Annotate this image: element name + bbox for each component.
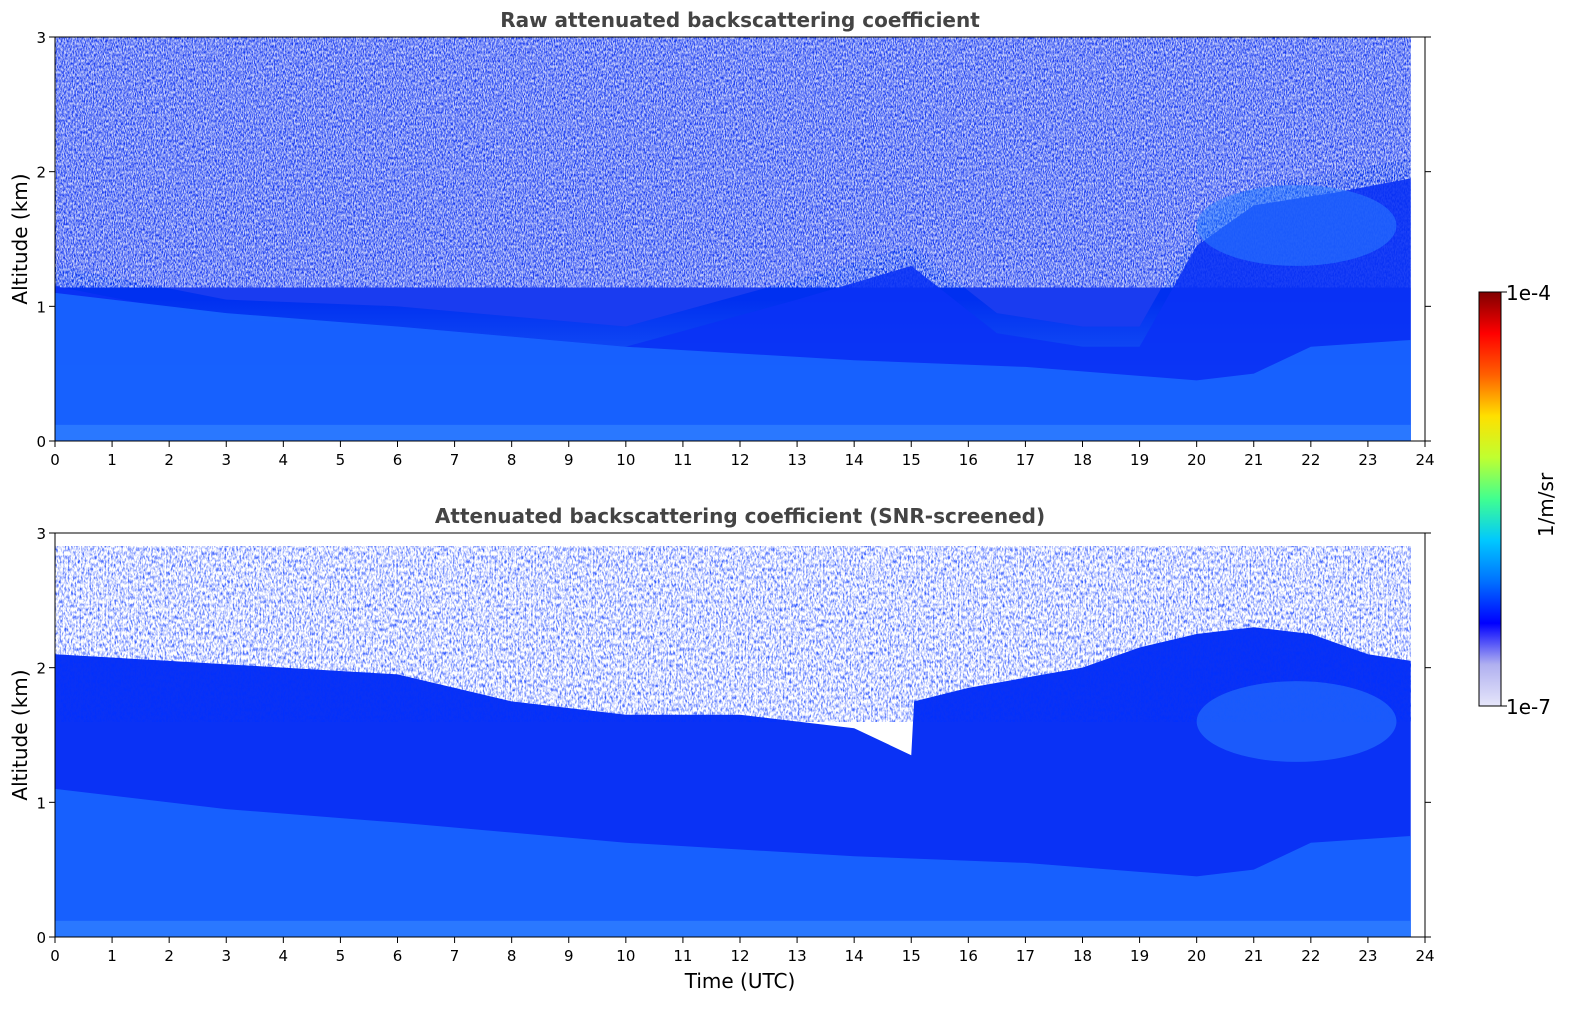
edge-speckle	[55, 546, 1411, 722]
x-tick-label: 14	[845, 451, 864, 469]
x-tick-label: 8	[507, 947, 517, 965]
x-tick-label: 16	[959, 451, 978, 469]
x-tick-label: 1	[107, 947, 117, 965]
boundary-layer	[55, 788, 1411, 937]
x-tick-label: 10	[616, 947, 635, 965]
x-tick-label: 15	[902, 451, 921, 469]
x-tick-label: 23	[1358, 451, 1377, 469]
y-tick-label: 3	[36, 525, 46, 543]
y-tick-label: 3	[36, 29, 46, 47]
x-tick-label: 7	[450, 451, 460, 469]
x-tick-label: 13	[788, 947, 807, 965]
x-tick-label: 23	[1358, 947, 1377, 965]
x-tick-label: 7	[450, 947, 460, 965]
x-tick-label: 1	[107, 451, 117, 469]
colorbar: 1e-4 1e-7 1/m/sr	[1478, 281, 1558, 719]
x-tick-label: 15	[902, 947, 921, 965]
x-tick-label: 16	[959, 947, 978, 965]
y-tick-label: 1	[36, 794, 46, 812]
x-tick-label: 10	[616, 451, 635, 469]
screened-y-axis-label: Altitude (km)	[8, 669, 32, 800]
x-tick-label: 9	[564, 451, 574, 469]
x-tick-label: 17	[1016, 451, 1035, 469]
x-tick-label: 21	[1244, 947, 1263, 965]
x-tick-label: 2	[164, 947, 174, 965]
x-tick-label: 19	[1130, 947, 1149, 965]
x-tick-label: 11	[673, 451, 692, 469]
colorbar-min-label: 1e-7	[1506, 695, 1551, 719]
x-tick-label: 21	[1244, 451, 1263, 469]
surface-band	[55, 920, 1411, 937]
noise-speckle	[55, 37, 1411, 288]
x-tick-label: 14	[845, 947, 864, 965]
x-tick-label: 20	[1187, 947, 1206, 965]
x-tick-label: 18	[1073, 947, 1092, 965]
x-axis-label: Time (UTC)	[684, 969, 796, 993]
x-tick-label: 9	[564, 947, 574, 965]
y-tick-label: 0	[36, 433, 46, 451]
colorbar-unit-label: 1/m/sr	[1534, 472, 1558, 537]
raw-panel-title: Raw attenuated backscattering coefficien…	[500, 8, 980, 32]
x-tick-label: 22	[1301, 947, 1320, 965]
x-tick-label: 17	[1016, 947, 1035, 965]
x-tick-label: 13	[788, 451, 807, 469]
colorbar-max-label: 1e-4	[1506, 281, 1551, 305]
y-tick-label: 2	[36, 660, 46, 678]
y-tick-label: 0	[36, 929, 46, 947]
x-tick-label: 12	[730, 451, 749, 469]
x-tick-label: 24	[1415, 947, 1434, 965]
x-tick-label: 0	[50, 947, 60, 965]
x-tick-label: 2	[164, 451, 174, 469]
x-tick-label: 6	[393, 947, 403, 965]
aerosol-plume	[1196, 185, 1397, 266]
aerosol-plume	[1196, 681, 1397, 762]
raw-y-axis-label: Altitude (km)	[8, 173, 32, 304]
x-tick-label: 8	[507, 451, 517, 469]
x-tick-label: 3	[221, 947, 231, 965]
surface-band	[55, 424, 1411, 441]
x-tick-label: 5	[336, 947, 346, 965]
screened-backscatter-panel: 0 1 2 3 4 5 6 7 8 9 10 11 12 13 14 15 16 17 18 19 20 21 22 23 24…	[36, 525, 1434, 965]
x-tick-label: 24	[1415, 451, 1434, 469]
x-tick-label: 6	[393, 451, 403, 469]
x-tick-label: 19	[1130, 451, 1149, 469]
x-tick-label: 22	[1301, 451, 1320, 469]
x-tick-label: 18	[1073, 451, 1092, 469]
y-tick-label: 2	[36, 164, 46, 182]
x-tick-label: 5	[336, 451, 346, 469]
boundary-layer	[55, 292, 1411, 441]
colorbar-gradient	[1478, 291, 1502, 707]
x-tick-label: 4	[279, 947, 289, 965]
x-tick-label: 20	[1187, 451, 1206, 469]
raw-backscatter-panel: 0 1 2 3 4 5 6 7 8 9 10 11 12 13 14 15 16 17 18 19 20 21 22 23 24…	[36, 29, 1434, 469]
x-tick-label: 0	[50, 451, 60, 469]
x-tick-label: 12	[730, 947, 749, 965]
x-tick-label: 3	[221, 451, 231, 469]
screened-panel-title: Attenuated backscattering coefficient (S…	[435, 504, 1045, 528]
x-tick-label: 11	[673, 947, 692, 965]
x-tick-label: 4	[279, 451, 289, 469]
y-tick-label: 1	[36, 298, 46, 316]
